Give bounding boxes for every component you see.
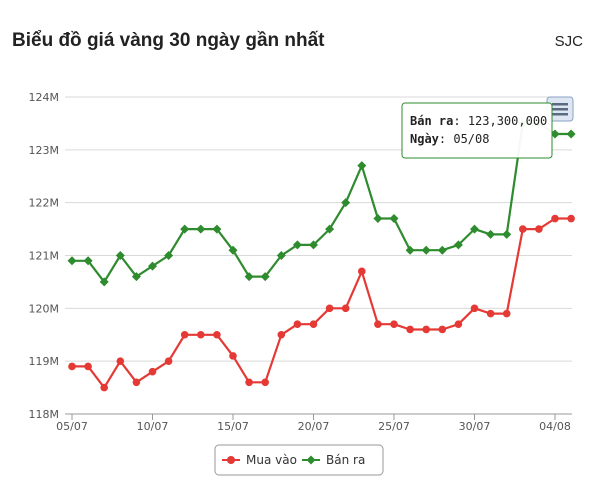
tooltip: Bán ra: 123,300,000 Ngày: 05/08 [401, 102, 553, 159]
chart-menu-button[interactable] [546, 96, 574, 122]
source-label: SJC [554, 33, 583, 50]
x-tick-label: 25/07 [378, 420, 410, 433]
sell-point[interactable] [309, 240, 318, 250]
buy-point[interactable] [277, 330, 286, 339]
buy-point[interactable] [229, 352, 237, 360]
sell-point[interactable] [164, 251, 174, 260]
hamburger-menu-icon [552, 103, 568, 116]
legend-label: Bán ra [326, 453, 365, 467]
buy-point[interactable] [502, 309, 511, 318]
sell-point[interactable] [437, 245, 447, 255]
buy-point[interactable] [486, 309, 495, 318]
svg-text:Ngày: 05/08: Ngày: 05/08 [410, 132, 489, 146]
sell-point[interactable] [67, 256, 77, 266]
sell-point[interactable] [115, 251, 125, 260]
buy-point[interactable] [325, 304, 334, 313]
tooltip-sell-value: 123,300,000 [468, 114, 547, 128]
tooltip-date-label: Ngày [410, 132, 439, 146]
y-tick-label: 119M [29, 355, 60, 368]
y-tick-label: 120M [29, 302, 60, 315]
x-tick-label: 05/07 [56, 420, 88, 433]
buy-point[interactable] [164, 357, 173, 365]
legend-marker [306, 455, 316, 465]
buy-point[interactable] [551, 214, 559, 223]
tooltip-date-value: 05/08 [453, 132, 489, 146]
buy-point[interactable] [245, 378, 253, 387]
x-tick-label: 10/07 [137, 420, 169, 433]
x-tick-label: 20/07 [298, 420, 330, 433]
buy-point[interactable] [390, 320, 398, 328]
sell-point[interactable] [453, 240, 463, 250]
buy-point[interactable] [535, 225, 543, 233]
buy-point[interactable] [470, 304, 479, 313]
buy-point[interactable] [454, 320, 463, 328]
sell-point[interactable] [292, 240, 302, 250]
x-tick-label: 15/07 [217, 420, 249, 433]
buy-point[interactable] [148, 367, 157, 376]
buy-point[interactable] [100, 383, 108, 392]
sell-point[interactable] [389, 214, 399, 224]
y-tick-label: 124M [29, 91, 60, 104]
buy-point[interactable] [567, 214, 575, 223]
x-tick-label: 04/08 [539, 420, 571, 433]
buy-point[interactable] [519, 225, 527, 233]
legend-item-sell[interactable]: Bán ra [302, 453, 365, 467]
sell-point[interactable] [325, 224, 335, 234]
buy-point[interactable] [422, 325, 431, 334]
tooltip-sell-label: Bán ra [410, 114, 453, 128]
buy-point[interactable] [358, 267, 366, 276]
x-axis: 05/07 10/07 15/07 20/07 25/07 30/07 04/08 [56, 413, 572, 433]
sell-point[interactable] [357, 161, 367, 171]
sell-point[interactable] [228, 245, 238, 255]
buy-series-line [72, 217, 572, 389]
x-tick-label: 30/07 [459, 420, 491, 433]
buy-point[interactable] [180, 330, 189, 339]
legend-label: Mua vào [246, 453, 297, 467]
sell-point[interactable] [276, 251, 286, 260]
chart-header: Biểu đồ giá vàng 30 ngày gần nhất SJC [0, 0, 598, 70]
buy-point[interactable] [132, 378, 141, 387]
buy-point[interactable] [84, 362, 92, 371]
buy-point[interactable] [374, 320, 382, 328]
legend: Mua vào Bán ra [214, 444, 384, 476]
legend-item-buy[interactable]: Mua vào [222, 453, 297, 467]
sell-point[interactable] [99, 277, 109, 287]
sell-point[interactable] [566, 129, 576, 139]
sell-point[interactable] [421, 245, 431, 255]
sell-point[interactable] [405, 245, 415, 255]
y-tick-label: 118M [29, 408, 60, 421]
sell-point[interactable] [373, 214, 383, 224]
sell-point[interactable] [131, 272, 141, 282]
sell-point[interactable] [83, 256, 93, 266]
buy-point[interactable] [68, 362, 76, 371]
buy-point[interactable] [341, 304, 350, 313]
legend-marker [227, 456, 235, 464]
y-tick-label: 123M [29, 144, 60, 157]
buy-point[interactable] [116, 357, 125, 365]
sell-point[interactable] [244, 272, 254, 282]
buy-point[interactable] [261, 378, 270, 387]
sell-point[interactable] [180, 224, 190, 234]
buy-point[interactable] [438, 325, 447, 334]
buy-point[interactable] [213, 330, 221, 339]
buy-point[interactable] [406, 325, 414, 334]
buy-point[interactable] [293, 320, 302, 328]
sell-point[interactable] [260, 272, 270, 282]
y-tick-label: 122M [29, 197, 60, 210]
sell-point[interactable] [212, 224, 222, 234]
sell-point[interactable] [486, 229, 496, 239]
sell-point[interactable] [341, 198, 351, 208]
svg-text:Bán ra: 123,300,000: Bán ra: 123,300,000 [410, 114, 547, 128]
y-tick-label: 121M [29, 250, 60, 263]
sell-point[interactable] [148, 261, 157, 271]
sell-point[interactable] [470, 224, 479, 234]
sell-point[interactable] [196, 224, 206, 234]
sell-point[interactable] [550, 129, 560, 139]
buy-point[interactable] [197, 330, 205, 339]
y-axis: 118M 119M 120M 121M 122M 123M 124M [29, 91, 60, 421]
chart-title: Biểu đồ giá vàng 30 ngày gần nhất [12, 30, 325, 51]
buy-point[interactable] [309, 320, 318, 328]
sell-point[interactable] [502, 229, 512, 239]
